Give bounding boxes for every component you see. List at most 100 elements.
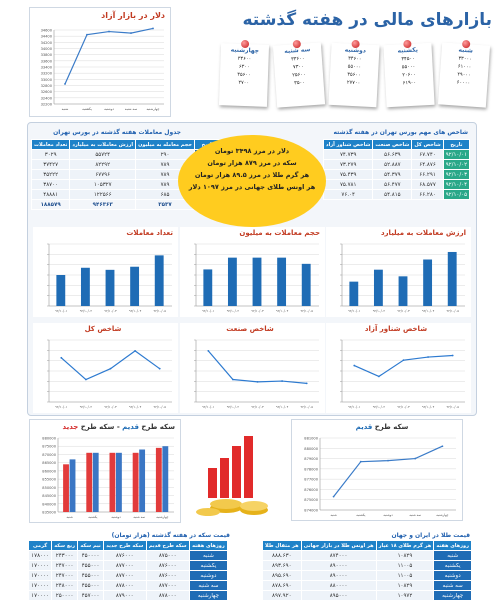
- coin_table-header-cell: سکه طرح قدیم: [145, 540, 190, 551]
- small-chart-panel: حجم معاملات به میلیون ۹۲/۱۰/۰۱ ۹۲/۱۰/۰۲ ۹۲/…: [180, 227, 325, 317]
- coin_table-cell: ۸۷۸۰۰۰: [102, 580, 147, 591]
- gold_table-cell: ۸۸۰۰۰۰: [300, 580, 377, 591]
- small-chart-panel: ارزش معاملات به میلیارد ۹۲/۱۰/۰۱ ۹۲/۱۰/۰۲ ۹…: [326, 227, 471, 317]
- x-tick-label: ۹۲/۱۰/۰۱: [202, 405, 215, 409]
- coin_table-cell: سه شنبه: [188, 580, 229, 591]
- coin_table-cell: ۸۷۸۰۰۰: [145, 590, 190, 601]
- data-point: [60, 356, 63, 359]
- x-tick-label: شنبه: [62, 107, 69, 111]
- tehran_table-header-cell: ارزش معاملات به میلیارد: [69, 139, 137, 150]
- day-note-line: ۲۷۰۰: [238, 79, 250, 87]
- gold_table-cell: ۸۸۸.۶۳۰: [262, 550, 302, 561]
- data-point: [130, 32, 132, 34]
- tehran_table-cell: ۳۸۷۰۰: [30, 179, 71, 190]
- data-point: [152, 27, 154, 30]
- bar: [69, 459, 76, 512]
- small-chart-title: ارزش معاملات به میلیارد: [380, 229, 466, 237]
- coin_table-cell: ۲۴۸۰۰۰: [51, 580, 79, 591]
- coin-chart-title: سکه طرح قدیم - سکه طرح جدید: [40, 423, 175, 431]
- gold_table-cell: سه شنبه: [433, 580, 472, 591]
- small-chart-svg: ۹۲/۱۰/۰۱ ۹۲/۱۰/۰۲ ۹۲/۱۰/۰۳ ۹۲/۱۰/۰۴ ۹۲/۱۰/۰۵: [194, 339, 319, 409]
- tehran_table-cell: ۴۸۸۸۱: [30, 189, 71, 200]
- bar: [155, 447, 162, 512]
- x-tick-label: دوشنبه: [383, 513, 393, 517]
- old-coin-chart-title: سکه طرح قدیم: [312, 423, 452, 431]
- gold_table-element: روزهای هفته هر گرم طلای ۱۸ عیار هر اونس طل…: [262, 540, 472, 601]
- x-tick-label: ۹۲/۱۰/۰۲: [373, 309, 386, 313]
- tehran_table-total-cell: ۱۸۸۵۷۹: [30, 199, 71, 210]
- gold_table-cell: ۸۹۰۰۰۰: [300, 570, 377, 581]
- small-chart-title: شاخص کل: [84, 325, 122, 333]
- bar: [80, 267, 90, 306]
- gold_table-cell: ۱۱۰۰۵: [375, 560, 435, 571]
- bar: [203, 269, 213, 306]
- y-tick-label: 874000: [304, 509, 318, 513]
- data-point: [256, 380, 259, 383]
- small-chart-title: شاخص صنعت: [226, 325, 274, 333]
- old-coin-title-b: قدیم: [355, 423, 373, 431]
- x-tick-label: دوشنبه: [111, 515, 121, 519]
- small-chart-svg: ۹۲/۱۰/۰۱ ۹۲/۱۰/۰۲ ۹۲/۱۰/۰۳ ۹۲/۱۰/۰۴ ۹۲/۱۰/۰۵: [340, 339, 465, 409]
- gold_table-header-row: روزهای هفته هر گرم طلای ۱۸ عیار هر اونس طل…: [262, 540, 472, 551]
- day-note-line: ۶۰۰۰۰: [456, 79, 471, 87]
- index_table-row: ۹۲/۱۰/۰۱ ۶۷.۷۴۰ ۵۶.۶۳۹ ۷۴.۷۳۹: [322, 149, 471, 160]
- coin_table-cell: ۱۷۰۰۰۰: [27, 580, 53, 591]
- data-point: [387, 459, 389, 462]
- coin_table-cell: دوشنبه: [188, 570, 229, 581]
- index_table-cell: ۹۲/۱۰/۰۱: [442, 149, 471, 160]
- y-tick-label: 32600: [41, 90, 53, 94]
- y-tick-label: 865000: [42, 461, 56, 465]
- gold_table-cell: ۸۹۵۰۰۰: [300, 590, 377, 601]
- bar: [162, 446, 169, 512]
- old-coin-title-a: سکه طرح: [374, 423, 409, 431]
- y-tick-label: 881000: [304, 437, 318, 441]
- data-point: [109, 367, 112, 370]
- coin_table-cell: ۸۷۹۰۰۰: [102, 590, 147, 601]
- coin-title-a: سکه طرح: [141, 423, 175, 431]
- data-point: [359, 460, 362, 463]
- x-tick-label: یکشنبه: [82, 107, 92, 111]
- coin_table-cell: ۴۵۷۰۰۰: [77, 590, 104, 601]
- bubble-line: سکه در مرز ۸۷۹ هزار تومان: [207, 159, 297, 167]
- index-table-title: شاخص های مهم بورس تهران در هفته گذشته: [333, 129, 469, 136]
- tehran_table-cell: ۸۲۲۹۲: [69, 159, 137, 170]
- x-tick-label: یکشنبه: [88, 515, 97, 519]
- index_table-cell: ۷۶.۰۴: [322, 189, 374, 200]
- y-tick-label: 870000: [42, 453, 56, 457]
- day-note: چهارشنبه ۳۴۶۰۰ ۶۳۰۰ ۳۵۶۰۰ ۲۷۰۰: [218, 39, 270, 107]
- index_table-cell: ۹۲/۱۰/۰۳: [442, 169, 471, 180]
- y-tick-label: 855000: [42, 478, 56, 482]
- x-tick-label: یکشنبه: [356, 513, 365, 517]
- y-tick-label: 845000: [42, 494, 56, 498]
- coin_table-header-cell: گرمی: [27, 540, 53, 551]
- bar: [132, 452, 139, 512]
- stock-market-panel: جدول معاملات هفته گذشته در بورس تهران تا…: [27, 122, 477, 416]
- tehran_table-total-cell: ۹۴۶۳۶۳: [69, 199, 137, 210]
- coin_table-row: دوشنبه ۸۷۶۰۰۰ ۸۷۷۰۰۰ ۴۵۵۰۰۰ ۲۴۷۰۰۰ ۱۷۰۰۰۰: [27, 570, 229, 581]
- gold_table-cell: دوشنبه: [433, 570, 472, 581]
- gold_table-cell: چهارشنبه: [433, 590, 472, 601]
- gold_table-header-cell: روزهای هفته: [433, 540, 472, 551]
- y-tick-label: 876000: [304, 488, 318, 492]
- day-note: یکشنبه ۳۴۵۰۰ ۵۵۰۰۰ ۲۰۶۰۰ ۶۱۹۰۰: [383, 39, 435, 108]
- x-tick-label: ۹۲/۱۰/۰۳: [397, 405, 410, 409]
- coin_table-cell: ۸۷۷۰۰۰: [102, 560, 147, 571]
- coin_table-cell: ۸۷۵۰۰۰: [145, 550, 190, 561]
- x-tick-label: شنبه: [330, 513, 337, 517]
- bar: [116, 452, 122, 512]
- x-tick-label: ۹۲/۱۰/۰۴: [422, 309, 435, 313]
- coin_table-cell: ۱۷۰۰۰۰: [27, 560, 53, 571]
- x-tick-label: ۹۲/۱۰/۰۲: [373, 405, 386, 409]
- tehran_table-cell: ۱۰۵۳۲۷: [69, 179, 137, 190]
- x-tick-label: ۹۲/۱۰/۰۱: [55, 309, 68, 313]
- small-chart-title: حجم معاملات به میلیون: [239, 229, 320, 237]
- coin_table-header-cell: سکه طرح جدید: [102, 540, 147, 551]
- x-tick-label: ۹۲/۱۰/۰۵: [300, 405, 313, 409]
- gold_table-cell: ۱۰۸۲۹: [375, 580, 435, 591]
- coin_table-cell: ۲۵۰۰۰۰: [51, 590, 79, 601]
- gold_table-cell: ۱۱۰۰۵: [375, 570, 435, 581]
- x-tick-label: ۹۲/۱۰/۰۴: [276, 405, 289, 409]
- y-tick-label: 880000: [304, 447, 318, 451]
- x-tick-label: ۹۲/۱۰/۰۲: [227, 405, 240, 409]
- bar: [139, 449, 146, 512]
